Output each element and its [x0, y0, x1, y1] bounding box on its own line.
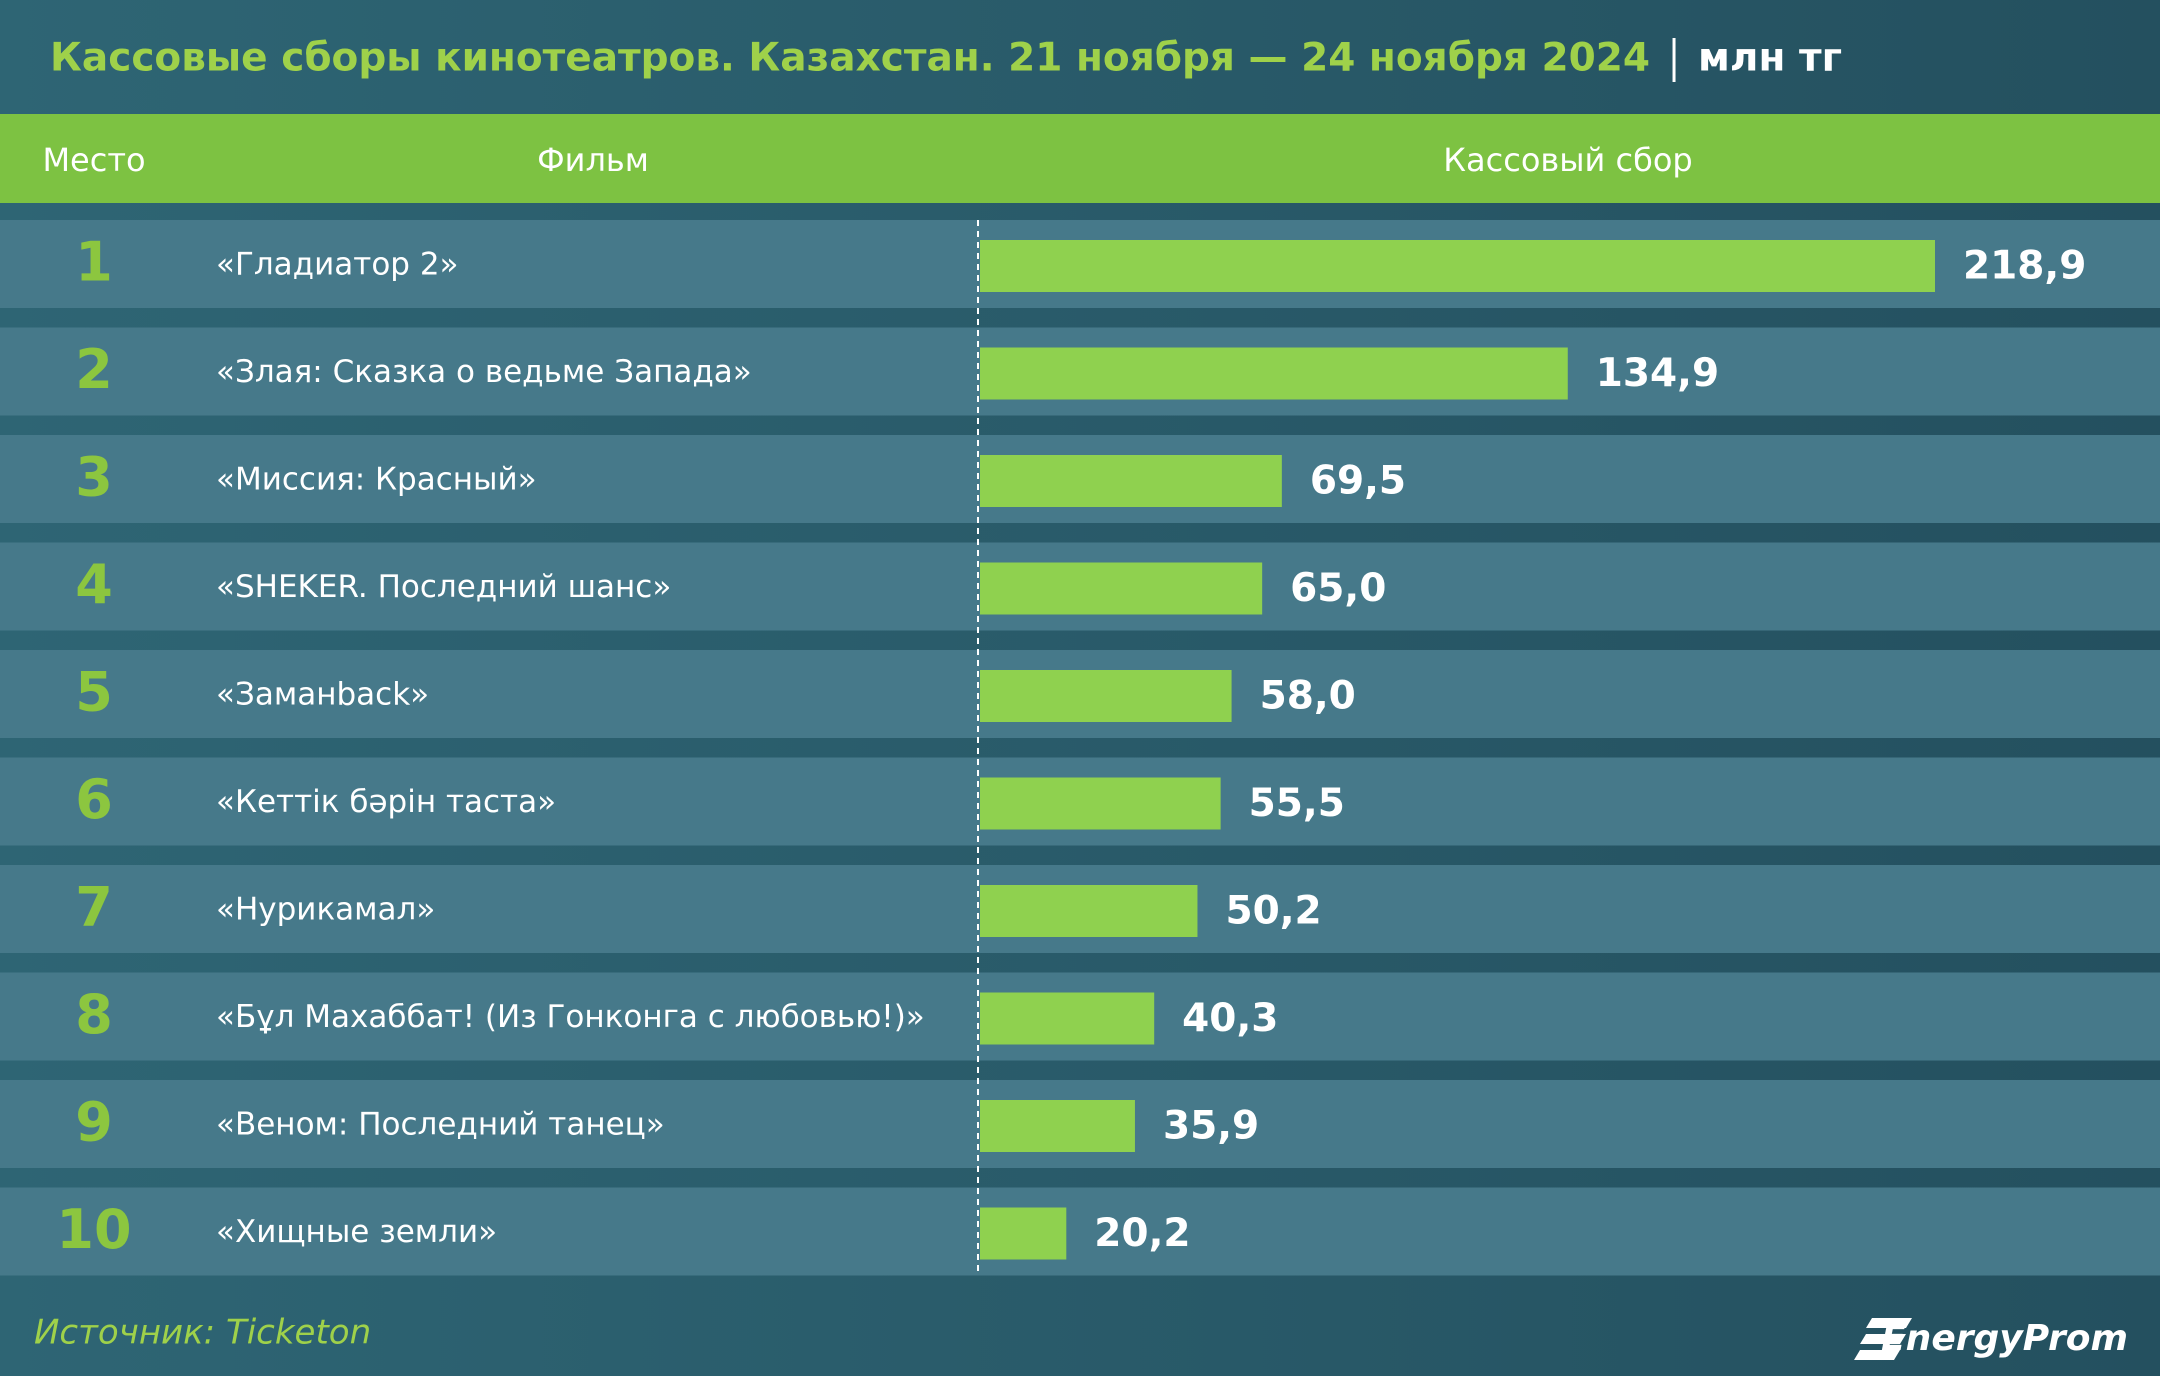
rank: 10	[56, 1198, 131, 1261]
rank: 5	[75, 661, 113, 724]
bar	[980, 992, 1155, 1045]
film-title: «Миссия: Красный»	[216, 462, 537, 498]
film-title: «Злая: Сказка о ведьме Запада»	[216, 354, 752, 390]
rank: 8	[75, 983, 113, 1046]
rank: 4	[75, 553, 113, 616]
rank: 6	[75, 768, 113, 831]
rank: 1	[75, 231, 113, 294]
header-band	[0, 114, 2160, 203]
bar	[980, 670, 1232, 722]
column-header: Фильм	[537, 141, 649, 179]
value-label: 69,5	[1310, 459, 1406, 504]
rank: 7	[75, 876, 113, 939]
film-title: «Бұл Махаббат! (Из Гонконга с любовью!)»	[216, 999, 925, 1035]
column-header: Место	[42, 141, 145, 179]
rank: 9	[75, 1091, 113, 1154]
column-header: Кассовый сбор	[1443, 141, 1692, 179]
row-band	[0, 1187, 2160, 1276]
value-label: 40,3	[1182, 996, 1278, 1041]
value-label: 218,9	[1963, 244, 2086, 289]
bar	[980, 562, 1263, 615]
bar	[980, 240, 1935, 292]
rank: 2	[75, 338, 113, 401]
value-label: 50,2	[1225, 889, 1321, 934]
film-title: «Гладиатор 2»	[216, 247, 459, 283]
bar	[980, 777, 1221, 830]
unit-label: млн тг	[1698, 36, 1842, 81]
film-title: «Веном: Последний танец»	[216, 1107, 665, 1143]
source: Источник: Ticketon	[34, 1313, 371, 1353]
value-label: 134,9	[1596, 351, 1719, 396]
value-label: 65,0	[1290, 566, 1386, 611]
bar	[980, 455, 1282, 507]
film-title: «SHEKER. Последний шанс»	[216, 569, 671, 605]
rank: 3	[75, 446, 113, 509]
bar	[980, 1207, 1067, 1260]
film-title: «Хищные земли»	[216, 1214, 497, 1250]
value-label: 58,0	[1260, 674, 1356, 719]
bar	[980, 347, 1568, 400]
logo: EnergyProm	[1854, 1318, 2128, 1360]
film-title: «Нурикамал»	[216, 892, 435, 928]
value-label: 55,5	[1249, 781, 1345, 826]
chart-title: Кассовые сборы кинотеатров. Казахстан. 2…	[50, 36, 1650, 81]
bar	[980, 1100, 1135, 1152]
film-title: «Кеттік бәрін таста»	[216, 784, 556, 820]
value-label: 35,9	[1163, 1104, 1259, 1149]
value-label: 20,2	[1094, 1211, 1190, 1256]
bar	[980, 885, 1198, 937]
logo-text: EnergyProm	[1881, 1318, 2128, 1359]
film-title: «Заманback»	[216, 677, 429, 713]
logo-icon	[1854, 1318, 1912, 1360]
